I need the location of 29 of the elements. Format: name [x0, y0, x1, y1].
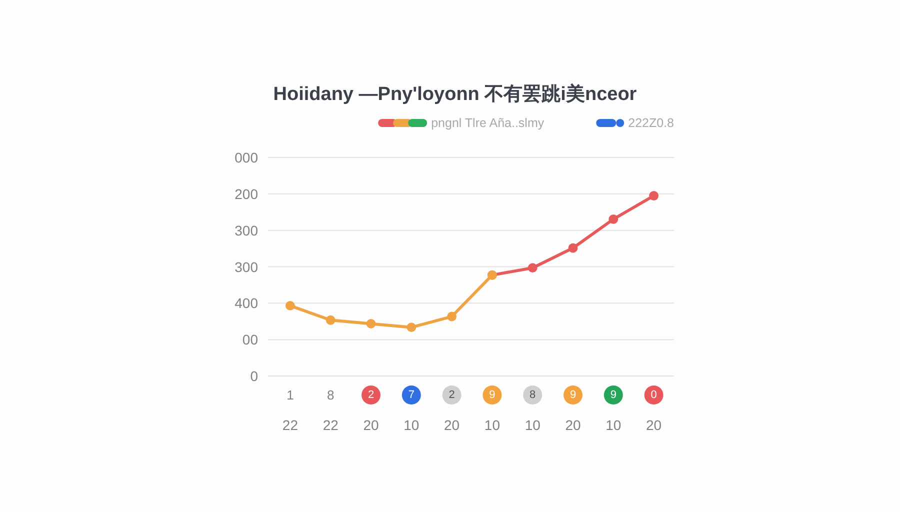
text: 400	[234, 295, 258, 312]
point	[528, 263, 538, 273]
point	[326, 315, 336, 325]
category-label: 9 20	[565, 389, 581, 433]
category-label: 8 10	[524, 389, 540, 433]
point	[608, 214, 618, 224]
category-label: 9 10	[606, 389, 622, 433]
text: 300	[234, 222, 258, 238]
category-label: 2 20	[444, 389, 460, 433]
point	[366, 319, 376, 328]
text: 00	[242, 332, 258, 348]
point	[568, 243, 578, 253]
legend-label: pngnl Tlre Aña..slmy	[431, 116, 545, 130]
category-label: 9 10	[484, 389, 500, 433]
category-label: 0 20	[646, 389, 662, 433]
point	[649, 191, 659, 200]
text: 000	[234, 150, 258, 166]
legend-label: 222Z0.8	[628, 116, 674, 130]
text: 200	[234, 186, 258, 202]
category-label: 2 20	[363, 389, 379, 433]
point	[447, 312, 457, 322]
text: 0	[250, 368, 258, 384]
point	[406, 322, 416, 332]
category-label: 7 10	[404, 389, 420, 433]
text: 300	[234, 258, 258, 275]
x-tick-label: 1 22	[282, 388, 298, 433]
point	[285, 300, 295, 310]
chart-title: Hoiidany —Pny'loyonn 不有罢跳i美nceor	[273, 83, 638, 105]
x-tick-label: 8 22	[322, 388, 339, 433]
